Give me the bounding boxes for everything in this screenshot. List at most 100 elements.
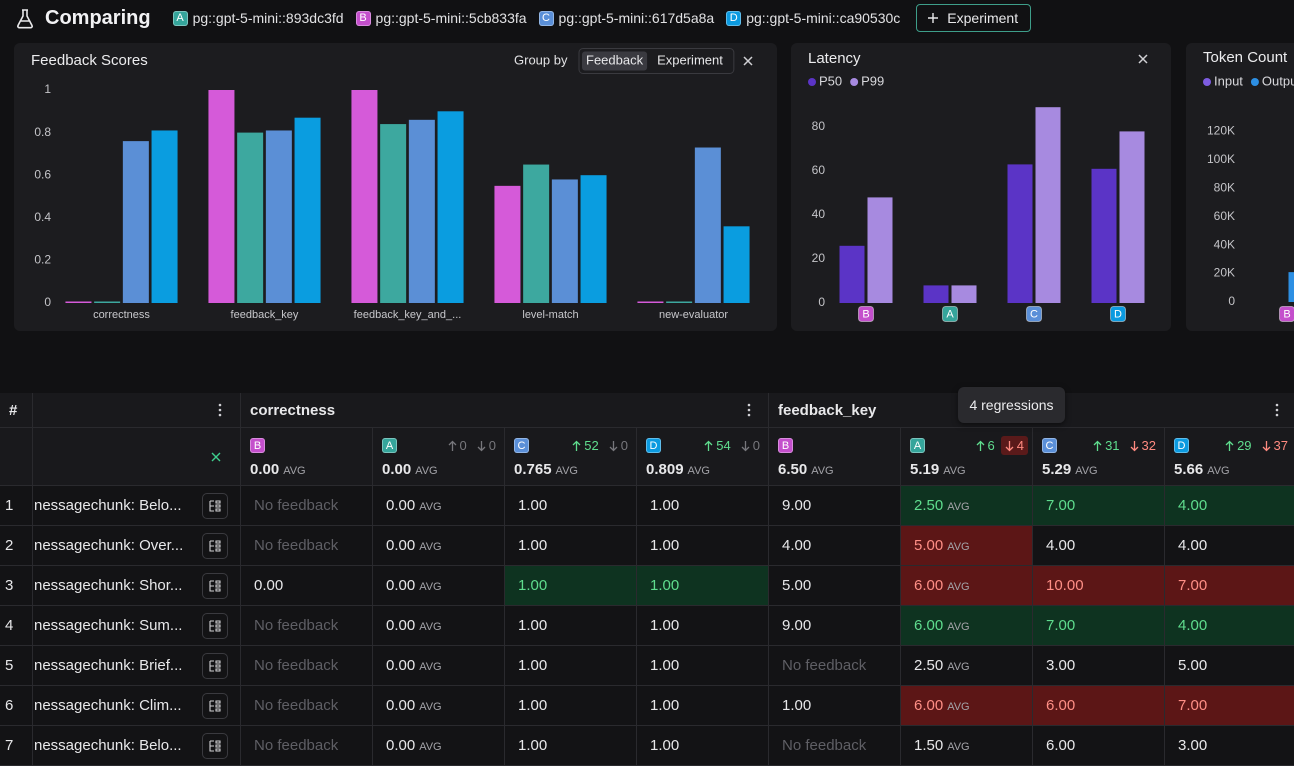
score-cell: 6.00 AVG	[901, 686, 1033, 726]
regressions[interactable]: 4	[1000, 436, 1028, 455]
regressions[interactable]: 0	[605, 436, 632, 455]
clear-icon	[211, 452, 221, 462]
trace-button[interactable]	[202, 493, 228, 519]
score: 0.00 AVG	[386, 737, 442, 754]
legend-label: Input	[1214, 73, 1243, 88]
row-index: 5	[0, 646, 33, 686]
score-avg-label: AVG	[419, 581, 442, 593]
regressions[interactable]: 37	[1258, 436, 1292, 455]
score: 0.00 AVG	[386, 537, 442, 554]
add-experiment-button[interactable]: Experiment	[916, 4, 1032, 32]
regressions[interactable]: 0	[737, 436, 764, 455]
average-value: 0.00	[382, 461, 412, 478]
group-by-option[interactable]: Feedback	[582, 51, 648, 71]
score-value: No feedback	[254, 617, 339, 634]
score-cell: 1.00	[637, 566, 769, 606]
score-value: 0.00	[386, 577, 416, 594]
score-value: 1.00	[650, 737, 680, 754]
score-value: 7.00	[1178, 577, 1208, 594]
input-preview: nessagechunk: Shor...	[34, 577, 183, 594]
improvement-count: 31	[1105, 438, 1120, 453]
trace-button[interactable]	[202, 533, 228, 559]
score-cell: No feedback	[241, 526, 373, 566]
trace-icon	[209, 580, 221, 592]
score-cell: 1.00	[637, 726, 769, 766]
trace-icon-path	[209, 700, 221, 712]
column-header: D 29 37 5.66 AVG	[1165, 428, 1294, 486]
column-badge[interactable]: B	[250, 438, 265, 453]
category-badge	[1110, 306, 1126, 322]
column-badge[interactable]: D	[646, 438, 661, 453]
score: 4.00	[1178, 497, 1207, 514]
chart-title: Latency	[808, 50, 861, 67]
y-tick-label: 0.2	[34, 253, 51, 267]
average-value: 0.765	[514, 461, 552, 478]
column-badge[interactable]: B	[778, 438, 793, 453]
regression-count: 37	[1273, 438, 1288, 453]
score-value: 1.00	[518, 657, 548, 674]
score-cell: 6.00	[1033, 686, 1165, 726]
trace-button[interactable]	[202, 613, 228, 639]
input-preview: nessagechunk: Sum...	[34, 617, 183, 634]
score: No feedback	[254, 537, 338, 554]
close-button[interactable]	[1138, 54, 1148, 64]
menu-dot	[218, 403, 222, 407]
group-by-option[interactable]: Experiment	[653, 52, 727, 71]
trace-icon	[209, 620, 221, 632]
arrow-path	[477, 440, 486, 451]
delta-counts: 29 37	[1225, 436, 1288, 455]
score-cell: 0.00 AVG	[373, 486, 505, 526]
trace-button[interactable]	[202, 733, 228, 759]
score-avg-label: AVG	[419, 741, 442, 753]
column-badge[interactable]: C	[1042, 438, 1057, 453]
experiment-name: pg::gpt-5-mini::ca90530c	[746, 10, 901, 26]
regressions[interactable]: 32	[1126, 436, 1160, 455]
trace-icon-path	[209, 620, 221, 632]
column-header: C 52 0 0.765 AVG	[505, 428, 637, 486]
score: 1.00	[518, 617, 547, 634]
score: 6.00 AVG	[914, 697, 970, 714]
score-cell: 4.00	[1165, 486, 1294, 526]
delta-arrow	[1225, 440, 1234, 451]
bar	[94, 301, 121, 303]
input-preview: nessagechunk: Clim...	[34, 697, 182, 714]
column-menu[interactable]	[218, 403, 222, 417]
score: 4.00	[782, 537, 811, 554]
y-tick-label: 60	[812, 163, 826, 177]
column-menu[interactable]	[747, 403, 751, 417]
trace-button[interactable]	[202, 653, 228, 679]
improvements: 54	[704, 438, 731, 453]
trace-button[interactable]	[202, 693, 228, 719]
regressions[interactable]: 0	[473, 436, 500, 455]
regression-count: 0	[752, 438, 760, 453]
clear-filter-button[interactable]	[211, 452, 221, 462]
column-header: D 54 0 0.809 AVG	[637, 428, 769, 486]
score: 7.00	[1046, 497, 1075, 514]
trace-icon-path	[209, 580, 221, 592]
column-badge[interactable]: C	[514, 438, 529, 453]
close-button[interactable]	[743, 56, 753, 66]
trace-button[interactable]	[202, 573, 228, 599]
bar	[294, 117, 321, 303]
regression-count: 32	[1141, 438, 1156, 453]
column-badge[interactable]: A	[382, 438, 397, 453]
score-cell: 7.00	[1033, 486, 1165, 526]
row-index: 7	[0, 726, 33, 766]
score-cell: 0.00 AVG	[373, 606, 505, 646]
score: 1.00	[650, 697, 679, 714]
experiment-badge: D	[726, 10, 742, 26]
column-badge[interactable]: A	[910, 438, 925, 453]
score: 0.00 AVG	[386, 697, 442, 714]
score-value: 5.00	[782, 577, 812, 594]
column-menu[interactable]	[1275, 403, 1279, 417]
score: 1.00	[518, 697, 547, 714]
average-label: AVG	[687, 465, 710, 477]
column-badge[interactable]: D	[1174, 438, 1189, 453]
menu-dot	[1275, 413, 1279, 417]
score-cell: 0.00	[241, 566, 373, 606]
